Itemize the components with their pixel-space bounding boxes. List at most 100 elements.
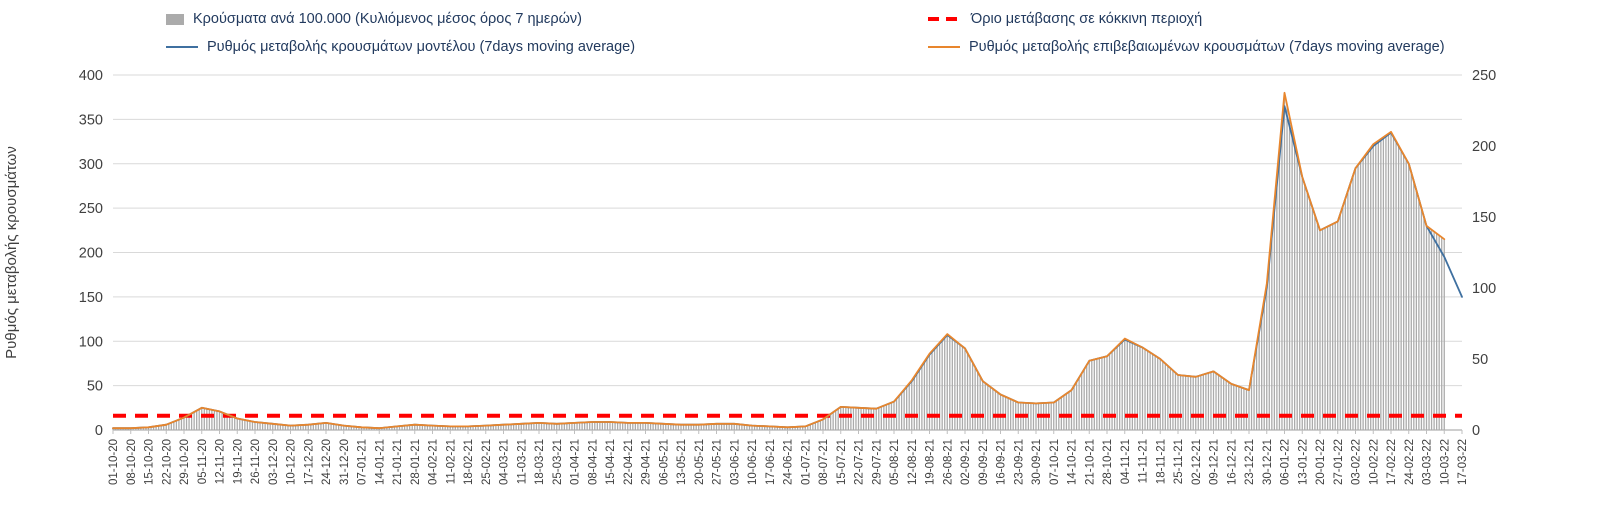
- x-tick-label: 23-09-21: [1013, 439, 1025, 485]
- legend-item-red-zone-threshold: Όριο μετάβασης σε κόκκινη περιοχή: [928, 11, 1202, 27]
- confirmed-line-swatch-icon: [928, 45, 960, 49]
- y-right-tick-label: 0: [1472, 423, 1480, 439]
- y-left-tick-label: 50: [87, 379, 103, 395]
- x-tick-label: 26-11-20: [250, 439, 262, 484]
- x-tick-label: 05-11-20: [197, 439, 209, 484]
- x-tick-label: 29-10-20: [179, 439, 191, 485]
- y-left-tick-label: 400: [79, 68, 103, 84]
- x-tick-label: 29-04-21: [641, 439, 653, 485]
- y-left-tick-label: 150: [79, 290, 103, 306]
- legend-label-cases-per-100k: Κρούσματα ανά 100.000 (Κυλιόμενος μέσος …: [193, 11, 583, 27]
- x-tick-label: 25-03-21: [552, 439, 564, 485]
- bars-series: [112, 92, 1445, 431]
- x-tick-label: 03-03-22: [1422, 439, 1434, 485]
- y-right-tick-label: 150: [1472, 210, 1496, 226]
- x-tick-label: 09-09-21: [978, 439, 990, 485]
- x-tick-label: 17-12-20: [303, 439, 315, 485]
- threshold-dash-swatch-icon: [928, 17, 962, 21]
- legend-item-cases-per-100k: Κρούσματα ανά 100.000 (Κυλιόμενος μέσος …: [166, 11, 582, 27]
- x-tick-label: 13-05-21: [676, 439, 688, 485]
- bars-swatch-icon: [166, 13, 184, 25]
- x-tick-label: 18-11-21: [1155, 439, 1167, 484]
- x-tick-label: 11-11-21: [1138, 439, 1150, 483]
- y-right-tick-label: 250: [1472, 68, 1496, 84]
- x-tick-label: 20-01-22: [1315, 439, 1327, 485]
- x-tick-label: 27-05-21: [712, 439, 724, 485]
- x-tick-label: 22-07-21: [854, 439, 866, 485]
- x-tick-label: 12-08-21: [907, 439, 919, 485]
- y-axis-left-labels: 0 50 100 150 200 250 300 350 400: [79, 68, 103, 439]
- x-tick-label: 06-05-21: [658, 439, 670, 485]
- x-tick-label: 15-10-20: [144, 439, 156, 485]
- x-tick-label: 08-07-21: [818, 439, 830, 485]
- legend-label-confirmed-rate: Ρυθμός μεταβολής επιβεβαιωμένων κρουσμάτ…: [969, 39, 1445, 55]
- x-tick-label: 07-01-21: [357, 439, 369, 485]
- x-tick-label: 10-12-20: [286, 439, 298, 485]
- x-tick-label: 28-10-21: [1102, 439, 1114, 485]
- x-axis-ticks: [112, 430, 1463, 434]
- y-right-tick-label: 200: [1472, 139, 1496, 155]
- x-tick-label: 24-02-22: [1404, 439, 1416, 485]
- x-tick-label: 25-02-21: [481, 439, 493, 485]
- y-left-tick-label: 250: [79, 201, 103, 217]
- x-tick-label: 16-12-21: [1226, 439, 1238, 485]
- x-tick-label: 26-08-21: [942, 439, 954, 485]
- x-tick-label: 15-04-21: [605, 439, 617, 485]
- x-tick-label: 04-03-21: [499, 439, 511, 485]
- x-tick-label: 24-12-20: [321, 439, 333, 485]
- x-tick-label: 02-09-21: [960, 439, 972, 485]
- y-left-tick-label: 300: [79, 157, 103, 173]
- x-tick-label: 21-01-21: [392, 439, 404, 485]
- x-tick-label: 17-02-22: [1386, 439, 1398, 485]
- x-tick-label: 25-11-21: [1173, 439, 1185, 484]
- x-tick-label: 08-04-21: [587, 439, 599, 485]
- x-tick-label: 03-06-21: [729, 439, 741, 485]
- x-tick-label: 14-01-21: [374, 439, 386, 485]
- x-tick-label: 22-04-21: [623, 439, 635, 485]
- y-left-tick-label: 100: [79, 334, 103, 350]
- x-tick-label: 08-10-20: [126, 439, 138, 485]
- x-tick-label: 28-01-21: [410, 439, 422, 485]
- legend-label-model-rate: Ρυθμός μεταβολής κρουσμάτων μοντέλου (7d…: [207, 39, 636, 55]
- x-tick-label: 21-10-21: [1084, 439, 1096, 485]
- x-tick-label: 11-03-21: [516, 439, 528, 484]
- x-tick-label: 02-12-21: [1191, 439, 1203, 485]
- x-tick-label: 23-12-21: [1244, 439, 1256, 485]
- x-tick-label: 29-07-21: [871, 439, 883, 485]
- x-tick-label: 10-03-22: [1439, 439, 1451, 485]
- x-tick-label: 11-02-21: [445, 439, 457, 484]
- x-tick-label: 04-11-21: [1120, 439, 1132, 484]
- x-tick-label: 24-06-21: [783, 439, 795, 485]
- x-tick-label: 18-02-21: [463, 439, 475, 485]
- x-tick-label: 12-11-20: [215, 439, 227, 484]
- x-tick-label: 27-01-22: [1333, 439, 1345, 485]
- x-tick-label: 15-07-21: [836, 439, 848, 485]
- x-tick-label: 19-08-21: [925, 439, 937, 485]
- y-right-tick-label: 100: [1472, 281, 1496, 297]
- x-tick-label: 09-12-21: [1209, 439, 1221, 485]
- x-tick-label: 31-12-20: [339, 439, 351, 485]
- y-axis-right-labels: 0 50 100 150 200 250: [1472, 68, 1496, 439]
- x-tick-label: 30-12-21: [1262, 439, 1274, 485]
- x-tick-label: 10-06-21: [747, 439, 759, 485]
- legend-label-red-zone-threshold: Όριο μετάβασης σε κόκκινη περιοχή: [971, 11, 1203, 27]
- x-tick-label: 14-10-21: [1067, 439, 1079, 485]
- x-tick-label: 03-12-20: [268, 439, 280, 485]
- x-tick-label: 19-11-20: [232, 439, 244, 484]
- x-tick-label: 16-09-21: [996, 439, 1008, 485]
- model-line-swatch-icon: [166, 45, 198, 49]
- x-tick-label: 10-02-22: [1368, 439, 1380, 485]
- confirmed-line-series: [112, 91, 1446, 430]
- x-tick-label: 18-03-21: [534, 439, 546, 485]
- x-tick-label: 20-05-21: [694, 439, 706, 485]
- x-tick-label: 22-10-20: [161, 439, 173, 485]
- x-tick-label: 04-02-21: [428, 439, 440, 485]
- x-tick-label: 03-02-22: [1351, 439, 1363, 485]
- legend-item-confirmed-rate: Ρυθμός μεταβολής επιβεβαιωμένων κρουσμάτ…: [928, 39, 1445, 55]
- x-tick-label: 13-01-22: [1297, 439, 1309, 485]
- x-axis-labels: 01-10-20 08-10-20 15-10-20 22-10-20 29-10-20…: [108, 439, 1469, 485]
- x-tick-label: 01-10-20: [108, 439, 120, 485]
- x-tick-label: 17-03-22: [1457, 439, 1469, 485]
